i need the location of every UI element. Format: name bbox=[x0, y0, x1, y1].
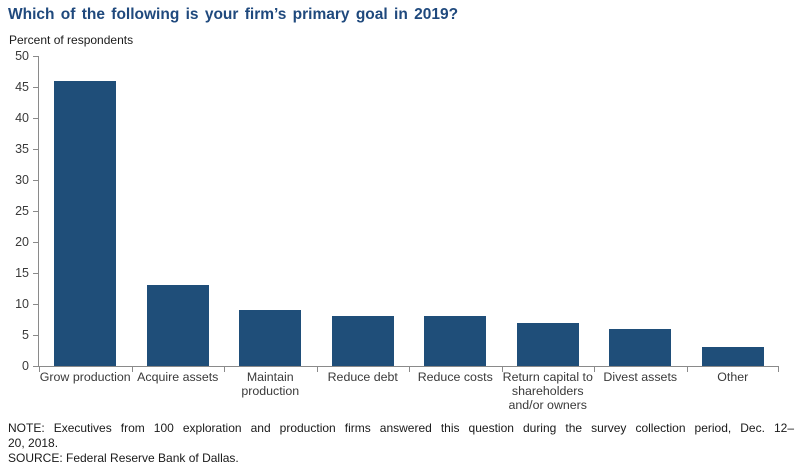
y-axis-tick-label: 30 bbox=[15, 173, 29, 187]
bar bbox=[701, 347, 764, 366]
x-axis-tick bbox=[501, 367, 503, 372]
x-axis-category-label: Grow production bbox=[39, 370, 131, 384]
bar bbox=[331, 316, 394, 366]
footnotes: NOTE: Executives from 100 exploration an… bbox=[8, 421, 794, 467]
bar bbox=[516, 322, 579, 366]
x-axis-tick bbox=[409, 367, 410, 372]
y-axis-tick bbox=[33, 179, 38, 181]
y-axis-tick-label: 35 bbox=[15, 142, 29, 156]
x-axis-tick bbox=[594, 367, 595, 372]
y-axis-tick-label: 25 bbox=[15, 204, 29, 218]
x-axis-tick bbox=[224, 367, 225, 372]
x-axis-tick bbox=[778, 367, 779, 372]
x-axis-category-label: Reduce debt bbox=[327, 370, 398, 384]
y-axis-tick bbox=[33, 148, 38, 150]
y-axis-tick-label: 0 bbox=[22, 359, 29, 373]
y-axis-tick bbox=[33, 272, 38, 274]
y-axis-tick bbox=[33, 86, 38, 88]
x-axis-category-label: Maintain production bbox=[241, 370, 300, 399]
plot-area: 0 5 10 15 20 25 30 35 40 45 50 Grow production Acqui… bbox=[15, 49, 779, 412]
bar bbox=[54, 80, 117, 366]
chart-subtitle: Percent of respondents bbox=[9, 33, 134, 47]
y-axis-tick-label: 20 bbox=[15, 235, 29, 249]
source-line: SOURCE: Federal Reserve Bank of Dallas. bbox=[8, 451, 239, 466]
x-axis-category-label: Divest assets bbox=[603, 370, 678, 384]
y-axis-tick-label: 45 bbox=[15, 80, 29, 94]
bar bbox=[239, 310, 302, 366]
y-axis-tick-label: 10 bbox=[15, 297, 29, 311]
chart-title: Which of the following is your firm’s pr… bbox=[8, 6, 459, 23]
bar bbox=[424, 316, 487, 366]
x-axis-tick bbox=[39, 367, 40, 372]
y-axis-tick-label: 50 bbox=[15, 49, 29, 63]
x-axis-category-label: Reduce costs bbox=[417, 370, 493, 384]
y-axis-tick bbox=[33, 55, 38, 57]
bar bbox=[609, 328, 672, 366]
y-axis-tick bbox=[33, 210, 38, 212]
x-axis-tick bbox=[316, 367, 318, 372]
bar bbox=[146, 285, 209, 366]
x-axis-tick bbox=[686, 367, 688, 372]
y-axis-tick bbox=[33, 241, 38, 243]
y-axis-tick-label: 40 bbox=[15, 111, 29, 125]
y-axis-tick bbox=[33, 334, 38, 336]
y-axis-tick bbox=[33, 365, 38, 367]
y-axis-tick-label: 5 bbox=[22, 328, 29, 342]
note-line: 20, 2018. bbox=[8, 436, 59, 451]
y-axis-tick bbox=[33, 303, 38, 305]
x-axis-tick bbox=[131, 367, 133, 372]
x-axis-category-label: Return capital to shareholders and/or ow… bbox=[502, 370, 593, 413]
y-axis-tick-label: 15 bbox=[15, 266, 29, 280]
note-line: NOTE: Executives from 100 exploration an… bbox=[8, 421, 794, 435]
x-axis-category-label: Other bbox=[717, 370, 749, 384]
y-axis-tick bbox=[33, 117, 38, 119]
x-axis-category-label: Acquire assets bbox=[137, 370, 219, 384]
